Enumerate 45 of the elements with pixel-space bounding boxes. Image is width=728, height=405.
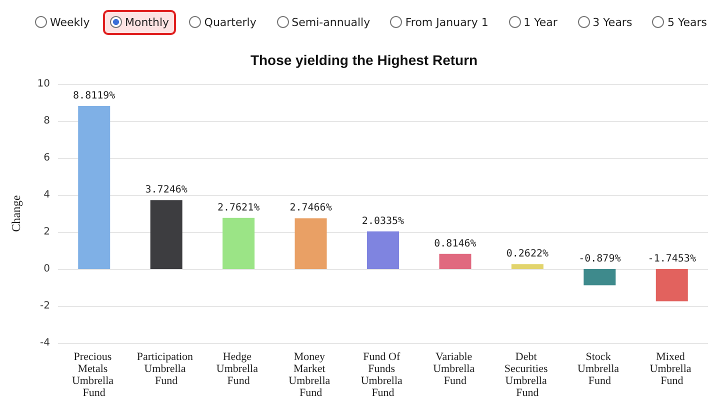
bar	[511, 264, 544, 269]
data-label: 3.7246%	[145, 184, 188, 196]
x-tick-label: Debt Securities Umbrella Fund	[504, 351, 551, 399]
data-label: -1.7453%	[648, 254, 696, 264]
data-label: 8.8119%	[73, 90, 116, 102]
y-tick-label: 4	[44, 190, 50, 200]
bar	[78, 106, 110, 269]
bar	[150, 200, 182, 269]
x-tick-label: Stock Umbrella Fund	[578, 351, 622, 387]
bar	[294, 218, 327, 269]
data-label: 2.7466%	[290, 202, 332, 214]
y-tick-label: 2	[44, 226, 50, 238]
y-tick-label: -2	[40, 300, 50, 312]
x-tick-label: Participation Umbrella Fund	[136, 351, 196, 387]
x-tick-label: Precious Metals Umbrella Fund	[72, 351, 116, 399]
text: From January 1	[405, 16, 488, 28]
y-axis-title: Change	[9, 195, 23, 232]
y-tick-label: 6	[44, 152, 50, 164]
text: Monthly	[124, 16, 170, 28]
bar	[584, 269, 616, 286]
y-tick-label: -4	[40, 338, 50, 348]
chart-title: Those yielding the Highest Return	[250, 52, 478, 68]
x-tick-label: Fund Of Funds Umbrella Fund	[360, 351, 406, 399]
data-label: 2.0335%	[362, 216, 404, 227]
x-tick-label: Money Market Umbrella Fund	[288, 351, 333, 399]
text: 5 Years	[667, 16, 707, 28]
text: Quarterly	[204, 16, 256, 28]
x-tick-label: Variable Umbrella Fund	[433, 351, 478, 387]
y-tick-label: 10	[37, 78, 50, 90]
x-tick-label: Mixed Umbrella Fund	[650, 351, 694, 387]
data-label: 2.7621%	[217, 202, 260, 214]
text: 1 Year	[524, 16, 558, 28]
data-label: 0.2622%	[506, 248, 549, 260]
x-tick-label: Hedge Umbrella Fund	[216, 351, 261, 387]
text: Semi-annually	[292, 16, 370, 28]
bar	[367, 231, 399, 269]
bar	[656, 269, 688, 302]
text: Weekly	[50, 16, 90, 28]
data-label: 0.8146%	[434, 238, 476, 250]
bar	[439, 254, 472, 269]
data-label: -0.879%	[578, 254, 621, 264]
y-tick-label: 0	[44, 264, 50, 274]
y-tick-label: 8	[44, 116, 50, 126]
text: 3 Years	[592, 16, 632, 28]
bar	[222, 218, 255, 269]
